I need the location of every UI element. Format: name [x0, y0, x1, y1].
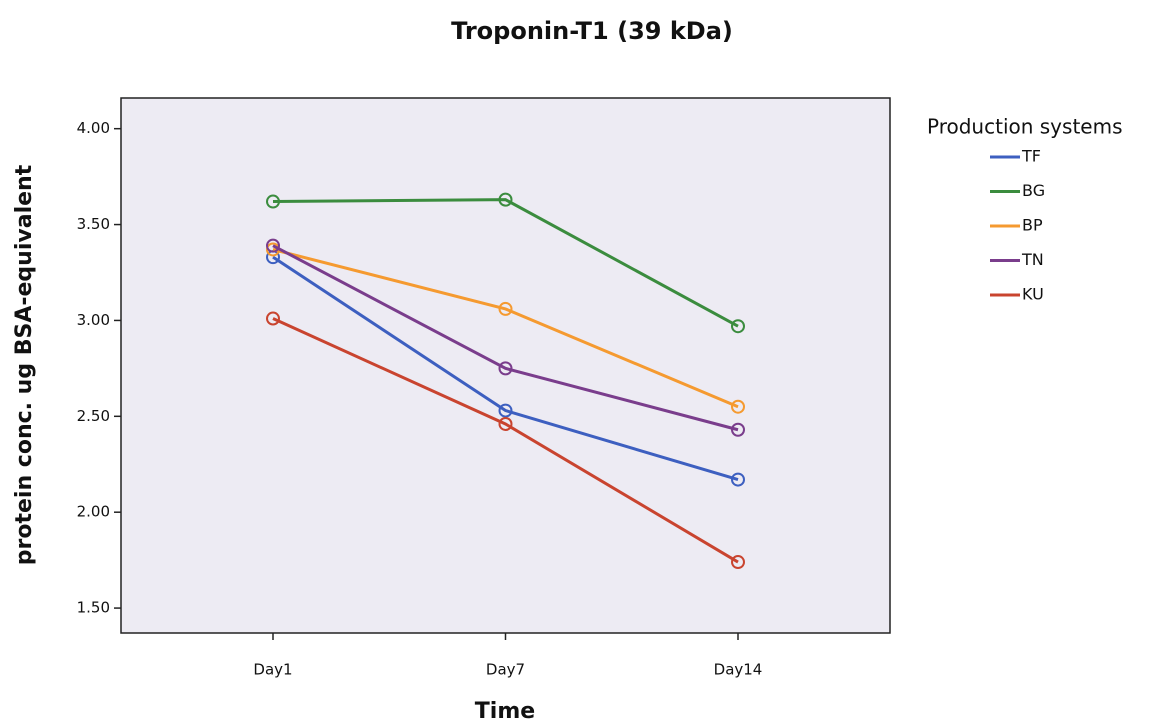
series-line	[272, 198, 739, 328]
series-line	[272, 317, 739, 564]
point-marker	[731, 319, 745, 334]
point-marker	[731, 555, 745, 570]
legend-title: Production systems	[927, 115, 1123, 139]
x-axis-title: Time	[475, 699, 535, 724]
chart-title: Troponin-T1 (39 kDa)	[451, 17, 733, 45]
point-marker	[266, 238, 280, 253]
series-line	[272, 244, 739, 432]
x-tick-label: Day7	[486, 661, 525, 679]
series-line	[272, 255, 739, 482]
plot-area	[120, 97, 891, 634]
point-marker	[498, 192, 513, 207]
y-tick-label: 2.00	[77, 503, 110, 521]
y-tick-label: 1.50	[77, 599, 110, 617]
x-tick-label: Day14	[714, 661, 763, 679]
x-tick-label: Day1	[253, 661, 292, 679]
point-marker	[498, 416, 513, 431]
y-tick-label: 3.00	[77, 311, 110, 329]
legend-label: TF	[1021, 147, 1041, 166]
y-axis-title: protein conc. ug BSA-equivalent	[12, 164, 37, 565]
point-marker	[731, 422, 745, 437]
point-marker	[498, 301, 513, 316]
point-marker	[266, 194, 280, 209]
point-marker	[731, 399, 745, 414]
y-tick-label: 4.00	[77, 119, 110, 137]
series-line	[272, 248, 739, 409]
y-tick-label: 2.50	[77, 407, 110, 425]
y-tick-label: 3.50	[77, 215, 110, 233]
point-marker	[498, 403, 513, 418]
point-marker	[498, 361, 513, 376]
legend-label: KU	[1022, 285, 1044, 304]
point-marker	[731, 472, 745, 487]
legend-label: BG	[1022, 181, 1045, 200]
legend-label: TN	[1021, 250, 1044, 269]
point-marker	[266, 311, 280, 326]
legend-label: BP	[1022, 216, 1043, 235]
